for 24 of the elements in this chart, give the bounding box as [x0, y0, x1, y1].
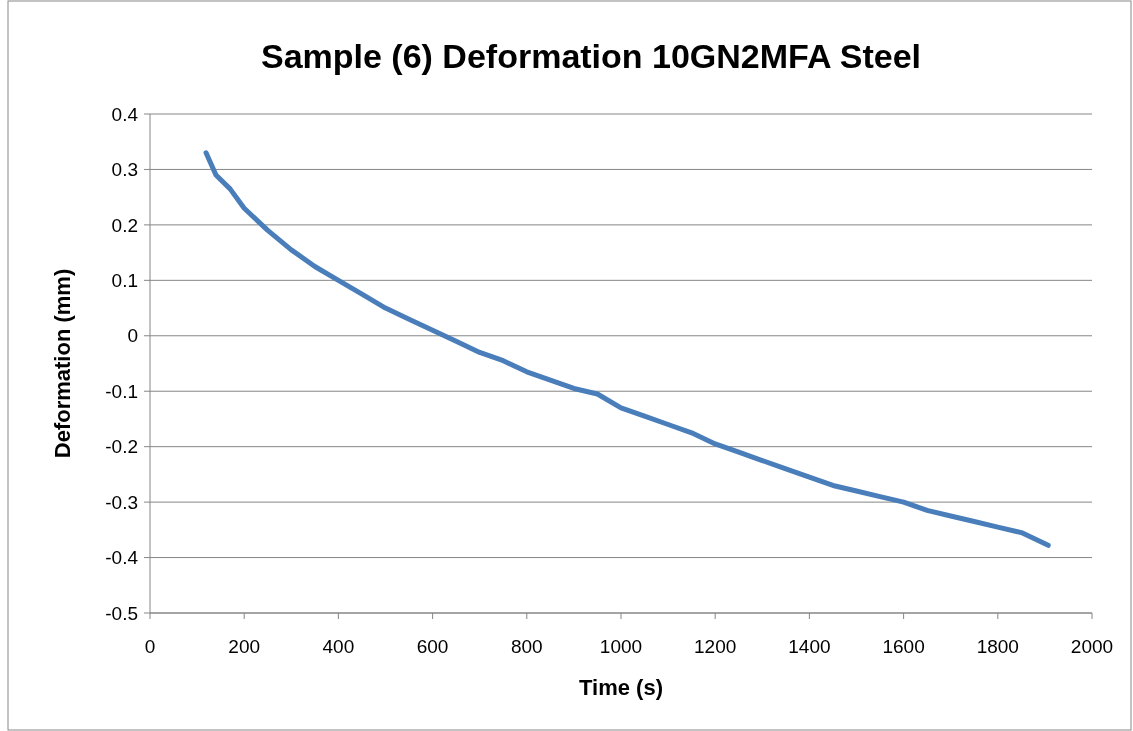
- y-tick-label: -0.4: [105, 547, 139, 569]
- y-tick-label: 0: [127, 325, 138, 347]
- x-tick-label: 0: [144, 636, 156, 657]
- y-axis-title: Deformation (mm): [50, 268, 75, 459]
- x-tick-label: 1000: [599, 636, 643, 657]
- x-tick-label: 1200: [694, 636, 737, 657]
- y-tick-label: 0.1: [111, 269, 138, 291]
- y-tick-label: -0.3: [105, 491, 138, 513]
- y-tick-label: -0.5: [105, 602, 138, 624]
- y-tick-label: 0.2: [111, 214, 138, 236]
- y-tick-label: -0.2: [105, 436, 138, 458]
- x-tick-label: 1600: [882, 636, 925, 657]
- chart-title: Sample (6) Deformation 10GN2MFA Steel: [260, 37, 922, 75]
- x-tick-label: 1400: [788, 636, 831, 657]
- y-tick-label: -0.1: [105, 380, 138, 402]
- y-tick-label: 0.4: [111, 103, 139, 125]
- x-tick-label: 200: [228, 636, 261, 657]
- y-tick-label: 0.3: [111, 159, 138, 181]
- x-tick-label: 800: [510, 636, 543, 657]
- x-tick-label: 600: [416, 636, 449, 657]
- x-tick-label: 2000: [1070, 636, 1114, 657]
- x-axis-title: Time (s): [579, 675, 663, 700]
- x-tick-label: 400: [322, 636, 355, 657]
- x-tick-label: 1800: [976, 636, 1019, 657]
